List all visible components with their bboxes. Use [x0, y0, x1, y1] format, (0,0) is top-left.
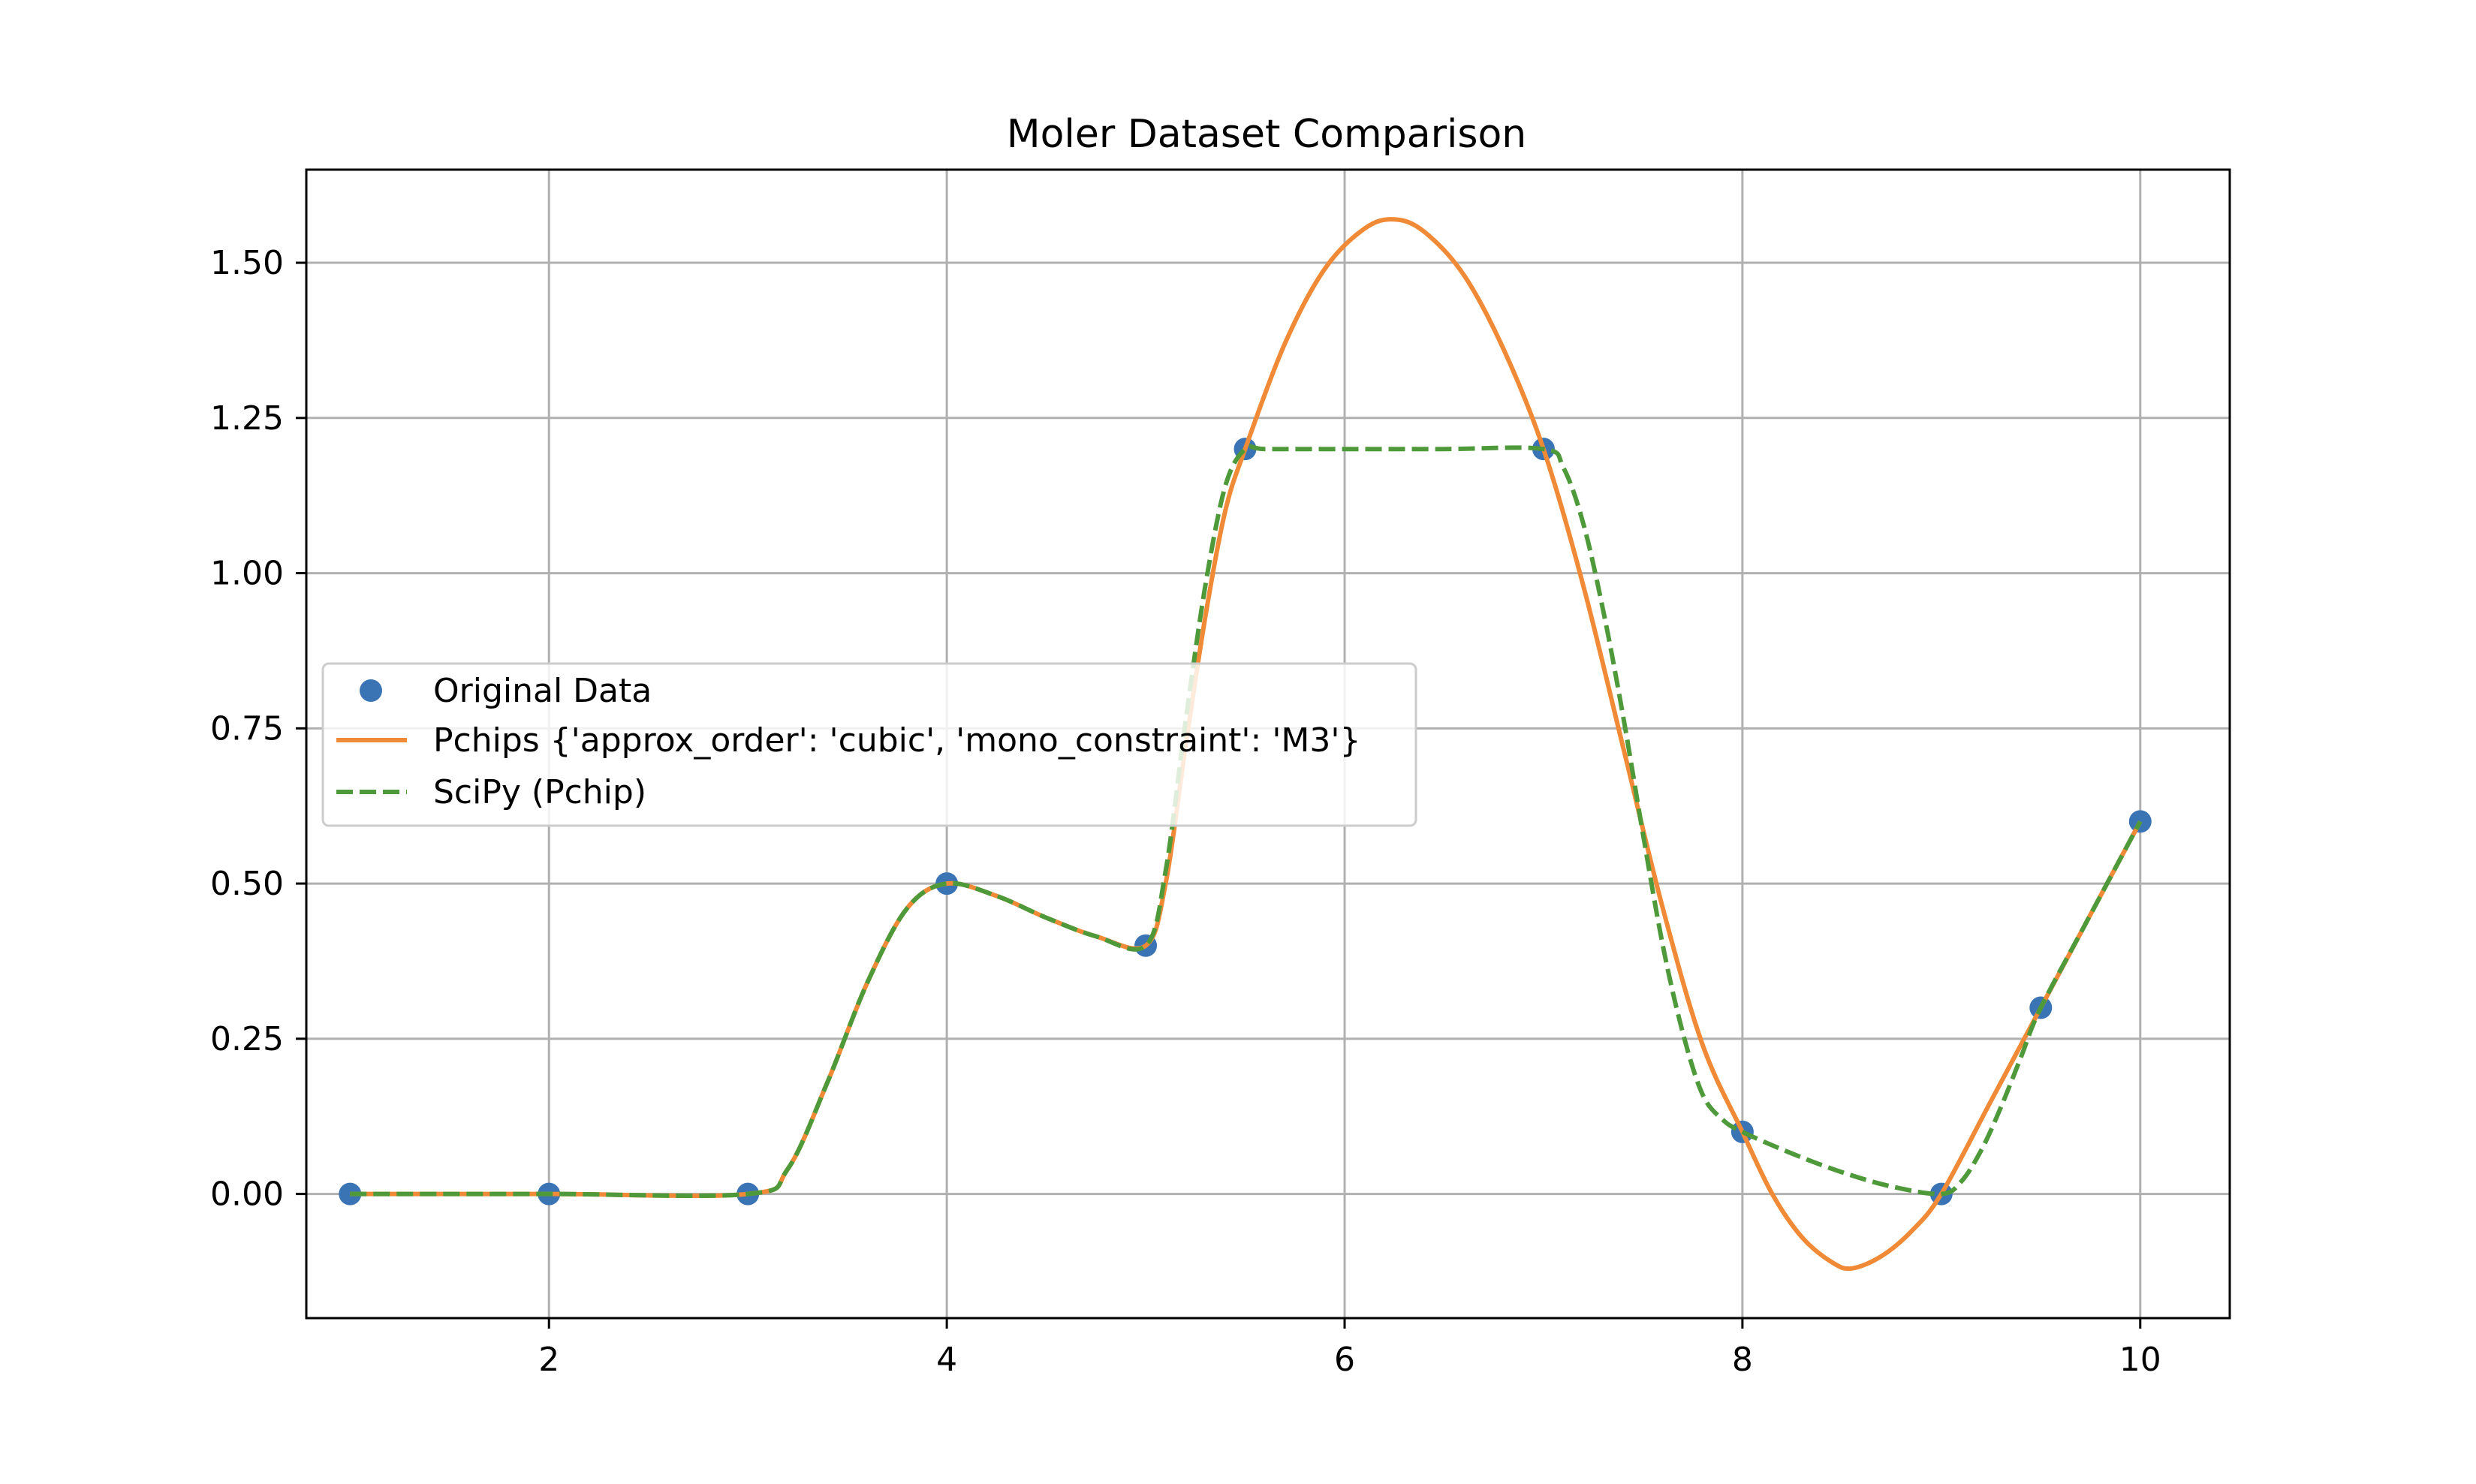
tick-layer: 2 4 6 8 10 0.00 0.25 0.50 0.75 1.00 1.25 1.50: [210, 244, 2161, 1379]
series-line-scipy: [350, 444, 2143, 1199]
series-layer: [339, 217, 2152, 1272]
y-tick-label: 0.00: [210, 1175, 284, 1214]
legend-label-pchips: Pchips {'approx_order': 'cubic', 'mono_c…: [433, 721, 1360, 760]
x-tick-label: 4: [936, 1341, 957, 1379]
x-tick-label: 6: [1334, 1341, 1355, 1379]
y-tick-label: 0.25: [210, 1020, 284, 1058]
y-tick-label: 0.50: [210, 865, 284, 903]
legend: Original Data Pchips {'approx_order': 'c…: [321, 662, 1417, 827]
chart-title: Moler Dataset Comparison: [1007, 112, 1527, 157]
legend-marker-original-data: [360, 679, 382, 702]
plot-area-frame: [305, 168, 2231, 1320]
data-point: [339, 1182, 362, 1206]
y-tick-label: 0.75: [210, 709, 284, 748]
data-point: [2128, 810, 2152, 833]
legend-label-original-data: Original Data: [433, 672, 652, 710]
y-tick-label: 1.25: [210, 399, 284, 438]
x-tick-label: 2: [538, 1341, 559, 1379]
legend-box: [321, 662, 1417, 827]
y-tick-label: 1.00: [210, 555, 284, 593]
y-tick-label: 1.50: [210, 244, 284, 282]
x-tick-label: 10: [2119, 1341, 2161, 1379]
x-tick-label: 8: [1732, 1341, 1753, 1379]
legend-label-scipy: SciPy (Pchip): [433, 773, 646, 811]
